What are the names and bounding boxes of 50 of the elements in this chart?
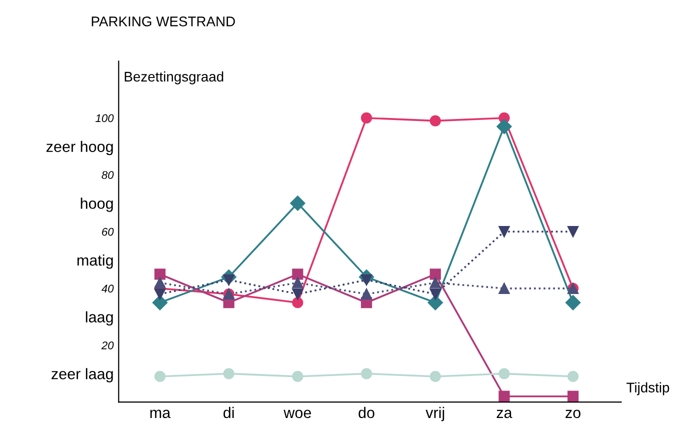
point [567,390,579,402]
x-tick-label: za [496,410,512,418]
point [223,368,234,380]
y-axis-title: Bezettingsgraad [124,71,224,84]
x-tick-label: do [358,406,374,418]
point [292,288,304,300]
point [360,368,372,380]
point [292,268,304,280]
y-tick-label: 100 [96,114,114,122]
y-tick-label: zeer laag [52,368,113,382]
y-tick-label: zeer hoog [46,140,113,156]
point [498,390,510,402]
point [360,288,372,300]
y-tick-label: 80 [102,171,114,179]
point [292,297,304,308]
point [360,112,372,124]
x-axis-title: Tijdstip [626,382,670,396]
y-tick-label: matig [77,254,113,269]
x-tick-label: di [224,406,234,418]
point [154,288,166,300]
point [498,282,510,294]
point [152,295,168,310]
point [154,277,166,288]
point [567,226,579,238]
point [567,370,579,382]
y-tick-label: 40 [102,284,114,293]
point [154,268,166,280]
point [498,226,510,238]
point [430,277,441,288]
x-tick-label: vrij [426,406,444,422]
point [292,277,304,288]
y-tick-label: 60 [102,228,114,236]
point [154,370,166,382]
x-tick-label: woe [284,410,311,418]
point [496,118,512,134]
point [430,288,441,300]
point [292,370,304,382]
point [565,295,581,310]
x-tick-label: ma [150,410,171,418]
point [290,196,306,211]
point [430,115,441,126]
point [430,370,441,382]
point [428,295,443,310]
point [430,268,441,280]
y-tick-label: hoog [80,198,113,212]
y-tick-label: 20 [101,341,114,350]
x-tick-label: zo [566,410,580,418]
point [498,368,510,380]
y-tick-label: laag [86,311,113,326]
chart-title: PARKING WESTRAND [92,16,235,26]
